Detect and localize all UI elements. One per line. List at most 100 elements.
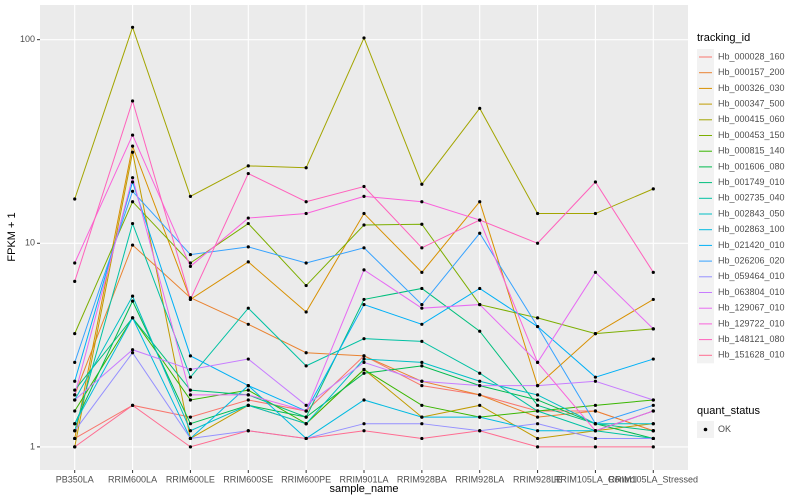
point: [420, 403, 424, 407]
x-tick-label: RRIM600LE: [166, 474, 215, 484]
point: [246, 260, 250, 264]
point: [246, 221, 250, 226]
y-tick-label: 1: [30, 441, 35, 451]
legend-point: [703, 427, 708, 432]
x-tick-label: RRIM928LE: [513, 474, 562, 484]
x-tick-label: RRIM105LA_Control: [554, 474, 637, 484]
point: [362, 429, 366, 433]
point: [420, 270, 424, 274]
point: [593, 429, 598, 433]
point: [246, 357, 250, 361]
point: [535, 429, 540, 433]
point: [420, 364, 424, 368]
point: [246, 383, 250, 388]
point: [362, 223, 366, 227]
point: [478, 231, 482, 235]
legend-title: tracking_id: [697, 32, 750, 44]
point: [304, 436, 308, 441]
point: [188, 415, 193, 419]
y-axis-label: FPKM + 1: [6, 212, 18, 261]
point: [420, 379, 424, 383]
point: [130, 25, 135, 29]
point: [362, 246, 366, 250]
point: [304, 403, 308, 407]
point: [420, 415, 424, 419]
point: [304, 422, 308, 426]
point: [130, 243, 135, 247]
legend-label: Hb_001606_080: [718, 161, 785, 171]
x-tick-label: RRIM901LA: [339, 474, 388, 484]
point: [420, 286, 424, 291]
point: [420, 246, 424, 250]
point: [362, 371, 366, 375]
point: [593, 379, 598, 383]
point: [130, 189, 135, 193]
x-tick-label: RRIM105LA_Stressed: [609, 474, 699, 484]
point: [478, 106, 482, 110]
point: [73, 261, 77, 265]
point: [593, 409, 598, 413]
point: [478, 379, 482, 383]
point: [304, 310, 308, 314]
point: [535, 360, 540, 364]
point: [130, 316, 135, 320]
point: [130, 180, 135, 184]
x-tick-label: RRIM600PE: [281, 474, 331, 484]
legend-label: Hb_002843_050: [718, 208, 785, 218]
point: [73, 409, 77, 413]
point: [593, 375, 598, 379]
point: [73, 197, 77, 201]
point: [362, 422, 366, 426]
legend-label: Hb_000815_140: [718, 146, 785, 156]
legend-label: Hb_000347_500: [718, 98, 785, 108]
point: [188, 261, 193, 265]
point: [188, 297, 193, 302]
point: [188, 393, 193, 397]
point: [130, 99, 135, 103]
point: [130, 351, 135, 355]
point: [246, 216, 250, 220]
point: [362, 302, 366, 307]
point: [304, 261, 308, 265]
legend-label: Hb_026206_020: [718, 255, 785, 265]
point: [304, 409, 308, 413]
point: [246, 388, 250, 392]
legend-label: Hb_000415_060: [718, 114, 785, 124]
legend-label: Hb_151628_010: [718, 350, 785, 360]
point: [420, 302, 424, 307]
point: [188, 252, 193, 257]
point: [362, 194, 366, 198]
point: [246, 322, 250, 326]
point: [593, 403, 598, 407]
point: [478, 200, 482, 204]
point: [420, 436, 424, 441]
point: [130, 133, 135, 137]
legend-label: Hb_000157_200: [718, 67, 785, 77]
point: [478, 383, 482, 388]
point: [535, 393, 540, 397]
point: [420, 422, 424, 426]
point: [535, 436, 540, 441]
point: [478, 329, 482, 333]
x-tick-label: RRIM600LA: [108, 474, 157, 484]
point: [535, 403, 540, 407]
shape-legend-label: OK: [718, 424, 731, 434]
point: [478, 429, 482, 433]
point: [73, 422, 77, 426]
point: [246, 306, 250, 310]
point: [130, 299, 135, 303]
x-axis-label: sample_name: [329, 483, 398, 495]
point: [593, 270, 598, 274]
point: [420, 339, 424, 343]
point: [362, 297, 366, 302]
point: [651, 422, 655, 426]
point: [73, 436, 77, 441]
point: [73, 398, 77, 402]
shape-legend-title: quant_status: [697, 405, 760, 417]
point: [130, 176, 135, 180]
point: [651, 429, 655, 433]
point: [593, 422, 598, 426]
point: [246, 171, 250, 176]
legend-label: Hb_002735_040: [718, 193, 785, 203]
